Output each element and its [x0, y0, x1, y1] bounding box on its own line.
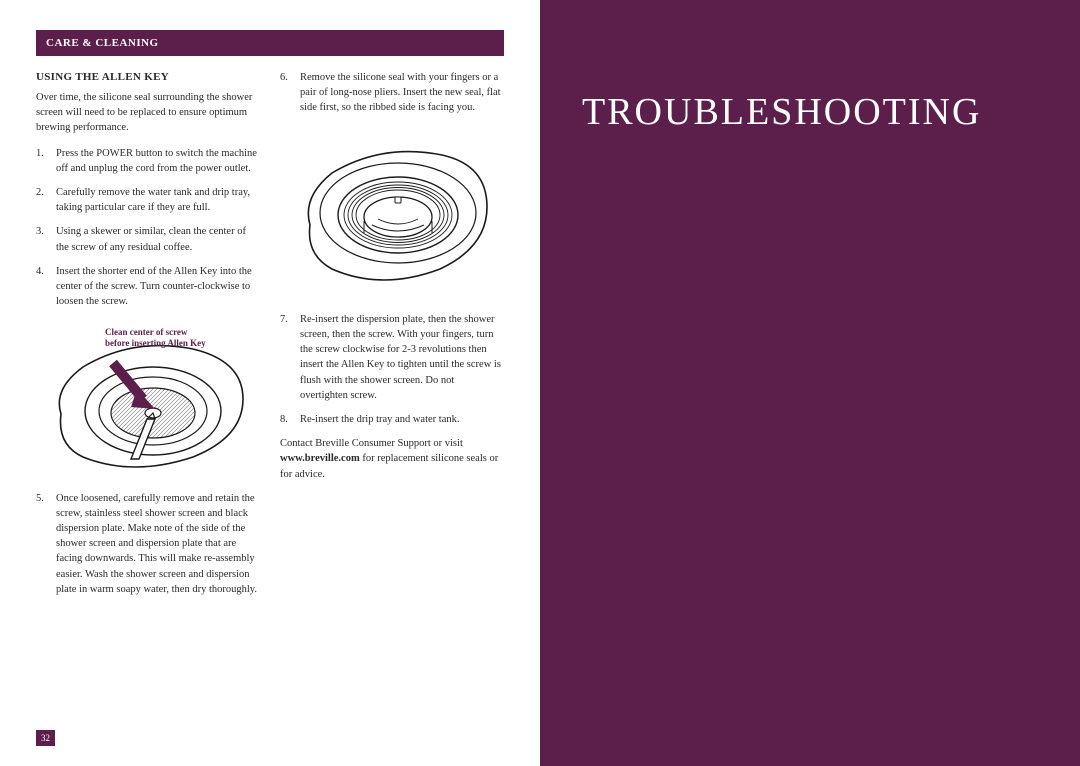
steps-list-5: Once loosened, carefully remove and reta… — [36, 491, 260, 598]
step-7: Re-insert the dispersion plate, then the… — [280, 312, 504, 403]
step-4: Insert the shorter end of the Allen Key … — [36, 264, 260, 310]
page-number-badge: 32 — [36, 730, 55, 746]
right-column: Remove the silicone seal with your finge… — [280, 70, 504, 606]
chapter-title: TROUBLESHOOTING — [582, 90, 981, 134]
left-page: CARE & CLEANING USING THE ALLEN KEY Over… — [0, 0, 540, 766]
step-1: Press the POWER button to switch the mac… — [36, 146, 260, 176]
intro-paragraph: Over time, the silicone seal surrounding… — [36, 90, 260, 136]
contact-text-pre: Contact Breville Consumer Support or vis… — [280, 438, 463, 449]
step-8: Re-insert the drip tray and water tank. — [280, 412, 504, 427]
contact-url: www.breville.com — [280, 453, 360, 464]
right-page: TROUBLESHOOTING — [540, 0, 1080, 766]
step-5: Once loosened, carefully remove and reta… — [36, 491, 260, 598]
figure-allen-key: Clean center of screw before inserting A… — [36, 319, 260, 479]
two-column-layout: USING THE ALLEN KEY Over time, the silic… — [36, 70, 504, 606]
steps-list-6: Remove the silicone seal with your finge… — [280, 70, 504, 116]
seal-diagram-icon — [292, 125, 492, 300]
section-header-bar: CARE & CLEANING — [36, 30, 504, 56]
fig1-caption-line1: Clean center of screw — [105, 327, 188, 337]
steps-list-7to8: Re-insert the dispersion plate, then the… — [280, 312, 504, 428]
figure-seal — [280, 125, 504, 300]
steps-list-1to4: Press the POWER button to switch the mac… — [36, 146, 260, 310]
step-6: Remove the silicone seal with your finge… — [280, 70, 504, 116]
sub-heading: USING THE ALLEN KEY — [36, 70, 260, 86]
fig1-caption-line2: before inserting Allen Key — [105, 338, 206, 348]
allen-key-diagram-icon: Clean center of screw before inserting A… — [43, 319, 253, 479]
step-2: Carefully remove the water tank and drip… — [36, 185, 260, 215]
contact-paragraph: Contact Breville Consumer Support or vis… — [280, 436, 504, 482]
left-column: USING THE ALLEN KEY Over time, the silic… — [36, 70, 260, 606]
step-3: Using a skewer or similar, clean the cen… — [36, 224, 260, 254]
